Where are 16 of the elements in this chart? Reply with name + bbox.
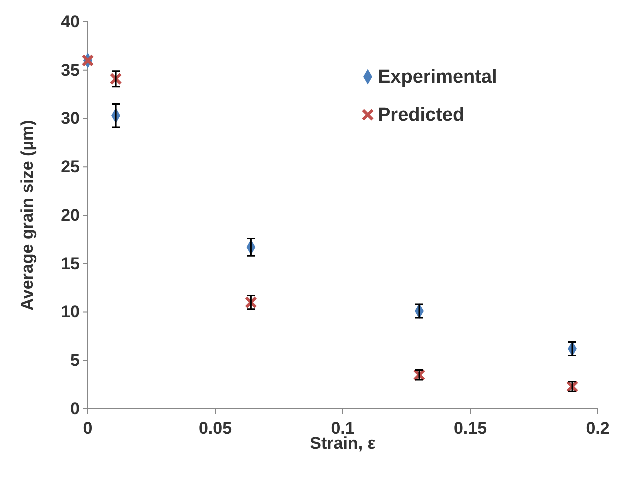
y-tick-label: 40 xyxy=(61,12,80,32)
y-tick-label: 30 xyxy=(61,109,80,128)
y-tick-label: 10 xyxy=(61,302,80,322)
legend-label: Predicted xyxy=(378,105,465,126)
y-tick-label: 0 xyxy=(70,399,80,418)
legend-label: Experimental xyxy=(378,67,498,88)
x-tick-label: 0.2 xyxy=(586,419,610,438)
x-tick-label: 0.05 xyxy=(198,419,232,438)
y-tick-label: 35 xyxy=(61,60,80,80)
y-tick-label: 20 xyxy=(61,206,80,225)
x-tick-label: 0 xyxy=(83,419,93,438)
y-tick-label: 5 xyxy=(70,351,80,370)
y-tick-label: 15 xyxy=(61,254,80,274)
y-tick-label: 25 xyxy=(61,158,80,177)
x-tick-label: 0.15 xyxy=(454,419,488,438)
y-axis-title: Average grain size (µm) xyxy=(18,120,37,311)
